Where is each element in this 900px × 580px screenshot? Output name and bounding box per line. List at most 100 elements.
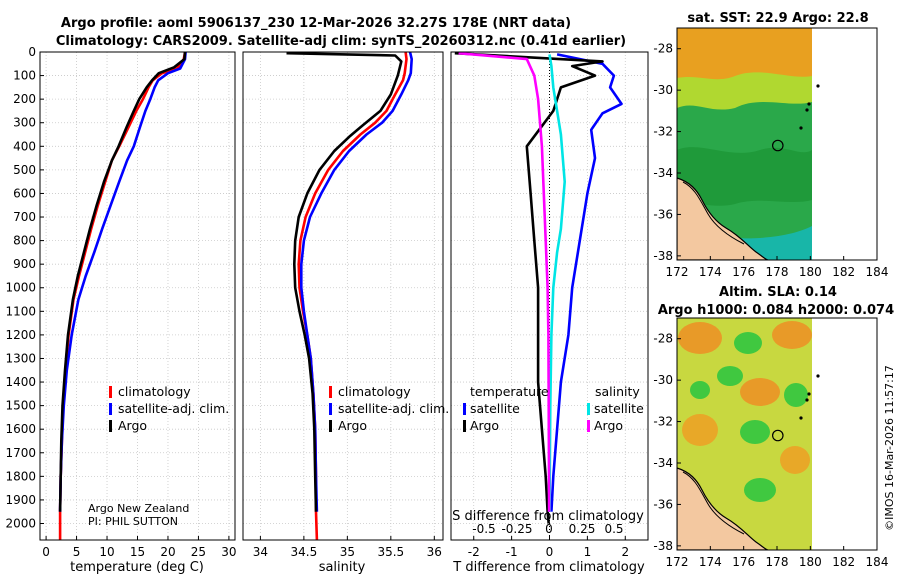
legend-label-satellite: satellite-adj. clim. — [118, 401, 229, 416]
map-lat-label: -38 — [653, 539, 673, 553]
salinity-panel: 34 34.5 35 35.5 36 salinity climatology sate… — [242, 51, 449, 575]
island — [807, 392, 811, 396]
temperature-grid — [40, 51, 235, 540]
series-line-satellite-adj-clim- — [58, 52, 187, 512]
x-tick-label: 0 — [42, 545, 50, 559]
depth-tick-label: 1900 — [5, 493, 36, 507]
difference-lines — [454, 52, 623, 524]
temperature-panel: 0 5 10 15 20 25 30 0 100 200 300 400 500 600 700 800 90… — [5, 45, 236, 575]
map-lat-label: -30 — [653, 83, 673, 97]
difference-legend: temperature salinity satellite Argo sate… — [463, 384, 644, 433]
depth-tick-label: 1800 — [5, 469, 36, 483]
float-info-line2: PI: PHIL SUTTON — [88, 515, 178, 528]
island — [816, 84, 820, 88]
x-tick-label: 1 — [584, 545, 592, 559]
map-lon-label: 178 — [766, 265, 789, 279]
sla-map-title-1: Altim. SLA: 0.14 — [719, 285, 837, 300]
depth-yticks: 0 100 200 300 400 500 600 700 800 900 1000 1100 1200… — [5, 45, 44, 530]
x-tick-label: 2 — [621, 545, 629, 559]
legend-title-temperature: temperature — [470, 384, 549, 399]
imos-credit: ©IMOS 16-Mar-2026 11:57:17 — [883, 365, 896, 531]
s-diff-tick-label: -0.5 — [472, 522, 495, 536]
temperature-lines — [58, 52, 187, 540]
legend-label-t-satellite: satellite — [470, 401, 520, 416]
series-line-argo — [58, 52, 187, 512]
sla-low-anomaly — [744, 478, 776, 502]
map-lon-label: 182 — [832, 265, 855, 279]
x-tick-label: 25 — [191, 545, 206, 559]
map-lat-label: -28 — [653, 42, 673, 56]
legend-swatch-t-satellite — [463, 403, 466, 415]
legend-label-t-argo: Argo — [470, 418, 499, 433]
salinity-xlabel: salinity — [319, 560, 366, 575]
salinity-lines — [286, 52, 414, 540]
bathymetry-contour — [682, 471, 745, 535]
x-tick-label: 34 — [253, 545, 268, 559]
s-diff-tick-label: 0.25 — [569, 522, 596, 536]
island — [799, 126, 803, 130]
sla-map-yticks: -28 -30 -32 -34 -36 -38 — [653, 332, 681, 553]
map-lon-label: 184 — [866, 555, 889, 569]
x-tick-label: 15 — [130, 545, 145, 559]
legend-title-salinity: salinity — [595, 384, 640, 399]
sla-low-anomaly — [717, 366, 743, 386]
series-line-t-satellite — [550, 53, 623, 512]
map-lon-label: 174 — [699, 555, 722, 569]
depth-tick-label: 400 — [13, 139, 36, 153]
depth-tick-label: 1300 — [5, 351, 36, 365]
s-diff-xlabel: S difference from climatology — [452, 509, 644, 524]
map-lon-label: 172 — [666, 265, 689, 279]
depth-tick-label: 1100 — [5, 304, 36, 318]
x-tick-label: 34.5 — [291, 545, 318, 559]
legend-swatch-t-argo — [463, 420, 466, 432]
map-lat-label: -34 — [653, 166, 673, 180]
x-tick-label: -1 — [506, 545, 518, 559]
main-title-line2: Climatology: CARS2009. Satellite-adj cli… — [56, 34, 626, 49]
depth-tick-label: 1200 — [5, 328, 36, 342]
map-lon-label: 180 — [799, 265, 822, 279]
temperature-legend: climatology satellite-adj. clim. Argo — [109, 384, 229, 433]
island — [816, 374, 820, 378]
t-diff-xticks: -2 -1 0 1 2 — [468, 536, 629, 559]
legend-swatch-s-argo — [587, 420, 590, 432]
salinity-xticks: 34 34.5 35 35.5 36 — [253, 536, 442, 559]
sla-low-anomaly — [740, 420, 770, 444]
float-info-line1: Argo New Zealand — [88, 502, 189, 515]
legend-label-climatology: climatology — [338, 384, 411, 399]
depth-tick-label: 600 — [13, 186, 36, 200]
sst-map-yticks: -28 -30 -32 -34 -36 -38 — [653, 42, 681, 263]
sst-cool-band — [677, 147, 812, 206]
island — [805, 398, 809, 402]
depth-tick-label: 900 — [13, 257, 36, 271]
sst-warm-region — [677, 28, 812, 83]
legend-label-climatology: climatology — [118, 384, 191, 399]
sla-map-xticks: 172 174 176 178 180 182 184 — [666, 546, 889, 569]
map-lat-label: -36 — [653, 207, 673, 221]
series-line-satellite-adj-clim- — [299, 52, 414, 512]
s-diff-tick-label: 0 — [545, 522, 553, 536]
depth-tick-label: 100 — [13, 69, 36, 83]
temperature-xticks: 0 5 10 15 20 25 30 — [42, 536, 237, 559]
sla-high-anomaly — [772, 321, 812, 349]
depth-tick-label: 700 — [13, 210, 36, 224]
x-tick-label: 35 — [340, 545, 355, 559]
legend-swatch-climatology — [109, 386, 112, 398]
x-tick-label: 0 — [546, 545, 554, 559]
depth-tick-label: 1600 — [5, 422, 36, 436]
series-line-s-satellite — [548, 54, 567, 512]
bathymetry-contour — [682, 181, 745, 245]
depth-tick-label: 800 — [13, 234, 36, 248]
sla-low-anomaly — [784, 383, 808, 407]
map-lon-label: 180 — [799, 555, 822, 569]
x-tick-label: -2 — [468, 545, 480, 559]
map-lon-label: 174 — [699, 265, 722, 279]
sla-low-anomaly — [690, 381, 710, 399]
map-lon-label: 176 — [732, 555, 755, 569]
depth-tick-label: 500 — [13, 163, 36, 177]
island — [799, 416, 803, 420]
legend-swatch-argo — [109, 420, 112, 432]
sla-high-anomaly — [780, 446, 810, 474]
s-diff-tick-label: -0.25 — [501, 522, 532, 536]
depth-tick-label: 1400 — [5, 375, 36, 389]
map-lat-label: -32 — [653, 125, 673, 139]
